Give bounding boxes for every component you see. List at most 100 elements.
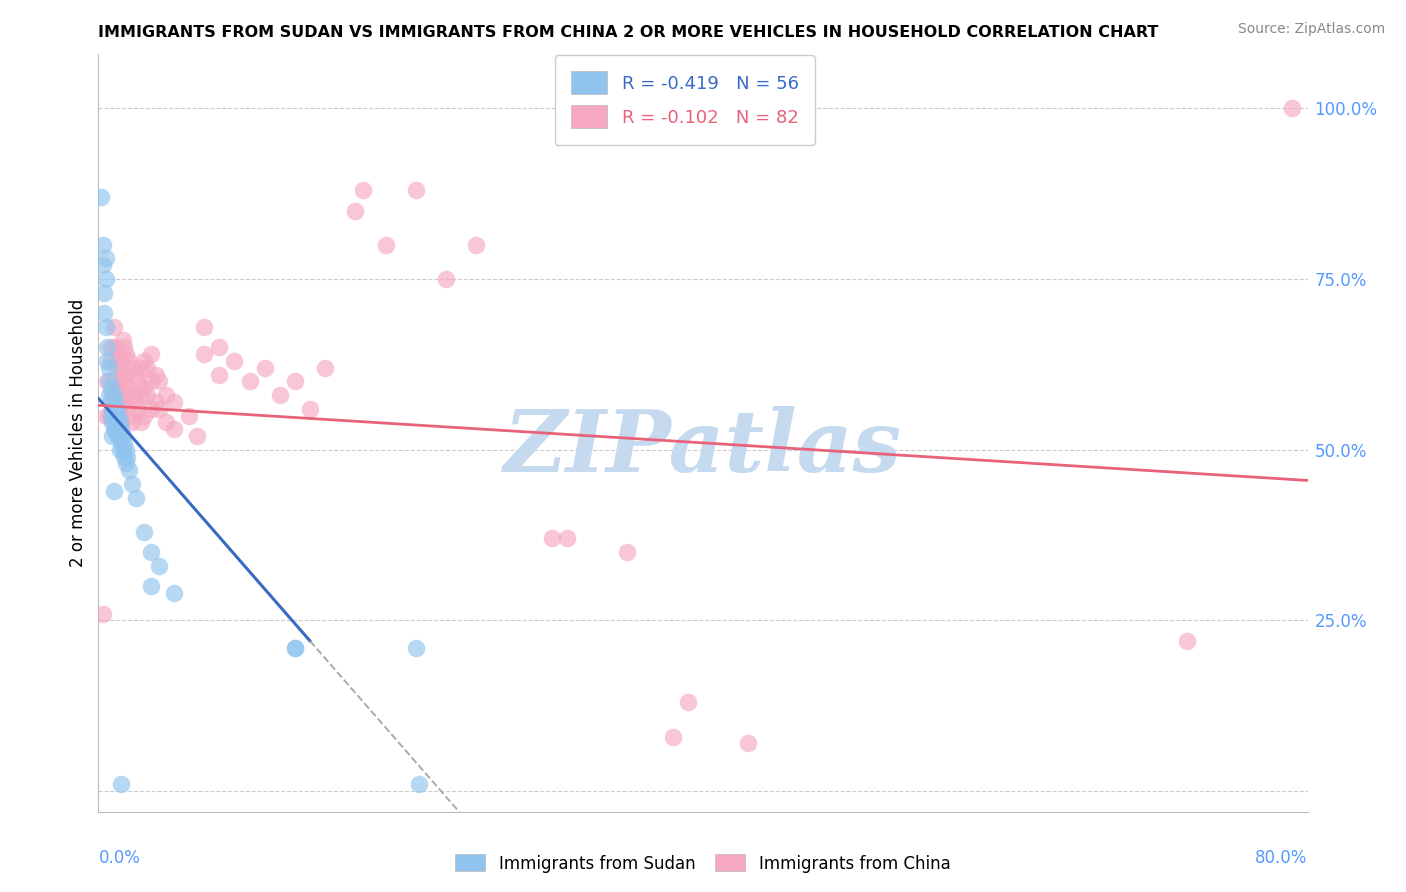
Point	[676, 695, 699, 709]
Point	[110, 777, 132, 791]
Point	[661, 730, 683, 744]
Point	[284, 640, 307, 655]
Point	[91, 607, 114, 621]
Point	[108, 409, 131, 423]
Point	[103, 422, 125, 436]
Point	[110, 388, 132, 402]
Point	[107, 375, 129, 389]
Text: Source: ZipAtlas.com: Source: ZipAtlas.com	[1237, 22, 1385, 37]
Point	[132, 409, 155, 423]
Point	[90, 190, 112, 204]
Point	[108, 442, 131, 457]
Point	[94, 319, 117, 334]
Point	[124, 368, 146, 382]
Point	[108, 416, 131, 430]
Point	[193, 319, 215, 334]
Point	[434, 272, 457, 286]
Point	[110, 416, 132, 430]
Y-axis label: 2 or more Vehicles in Household: 2 or more Vehicles in Household	[69, 299, 87, 566]
Point	[374, 237, 396, 252]
Point	[98, 409, 121, 423]
Point	[141, 545, 163, 559]
Point	[141, 401, 163, 416]
Point	[121, 476, 143, 491]
Text: IMMIGRANTS FROM SUDAN VS IMMIGRANTS FROM CHINA 2 OR MORE VEHICLES IN HOUSEHOLD C: IMMIGRANTS FROM SUDAN VS IMMIGRANTS FROM…	[98, 25, 1159, 40]
Point	[155, 416, 177, 430]
Point	[103, 388, 125, 402]
Point	[405, 183, 427, 197]
Point	[100, 381, 122, 395]
Point	[141, 375, 163, 389]
Point	[112, 450, 135, 464]
Point	[94, 409, 117, 423]
Point	[105, 388, 128, 402]
Point	[132, 354, 155, 368]
Point	[118, 409, 141, 423]
Point	[111, 401, 134, 416]
Point	[129, 416, 152, 430]
Point	[239, 375, 262, 389]
Point	[105, 416, 128, 430]
Point	[103, 483, 125, 498]
Point	[112, 435, 135, 450]
Point	[91, 258, 114, 272]
Point	[132, 524, 155, 539]
Point	[98, 388, 121, 402]
Point	[127, 401, 149, 416]
Point	[148, 401, 170, 416]
Point	[101, 429, 124, 443]
Point	[104, 395, 127, 409]
Point	[124, 395, 146, 409]
Point	[1281, 101, 1303, 115]
Point	[121, 360, 143, 375]
Point	[284, 640, 307, 655]
Point	[101, 401, 124, 416]
Point	[103, 409, 125, 423]
Point	[129, 388, 152, 402]
Point	[110, 422, 132, 436]
Point	[141, 347, 163, 361]
Point	[224, 354, 246, 368]
Point	[118, 463, 141, 477]
Point	[145, 395, 167, 409]
Point	[114, 442, 136, 457]
Point	[104, 340, 127, 354]
Point	[208, 340, 231, 354]
Point	[125, 491, 148, 505]
Point	[105, 401, 128, 416]
Point	[163, 586, 186, 600]
Point	[105, 360, 128, 375]
Point	[107, 422, 129, 436]
Point	[98, 375, 121, 389]
Point	[127, 375, 149, 389]
Point	[111, 429, 134, 443]
Point	[103, 375, 125, 389]
Point	[96, 375, 118, 389]
Point	[93, 306, 115, 320]
Point	[112, 395, 135, 409]
Point	[108, 381, 131, 395]
Point	[118, 381, 141, 395]
Point	[100, 354, 122, 368]
Legend: R = -0.419   N = 56, R = -0.102   N = 82: R = -0.419 N = 56, R = -0.102 N = 82	[555, 55, 815, 145]
Point	[179, 409, 201, 423]
Point	[121, 388, 143, 402]
Point	[163, 422, 186, 436]
Point	[114, 388, 136, 402]
Point	[299, 401, 322, 416]
Point	[269, 388, 291, 402]
Point	[155, 388, 177, 402]
Point	[314, 360, 336, 375]
Point	[121, 416, 143, 430]
Point	[108, 429, 131, 443]
Point	[107, 347, 129, 361]
Point	[94, 272, 117, 286]
Point	[100, 340, 122, 354]
Point	[163, 395, 186, 409]
Text: 0.0%: 0.0%	[98, 849, 141, 867]
Point	[93, 285, 115, 300]
Point	[91, 237, 114, 252]
Point	[208, 368, 231, 382]
Point	[145, 368, 167, 382]
Point	[148, 558, 170, 573]
